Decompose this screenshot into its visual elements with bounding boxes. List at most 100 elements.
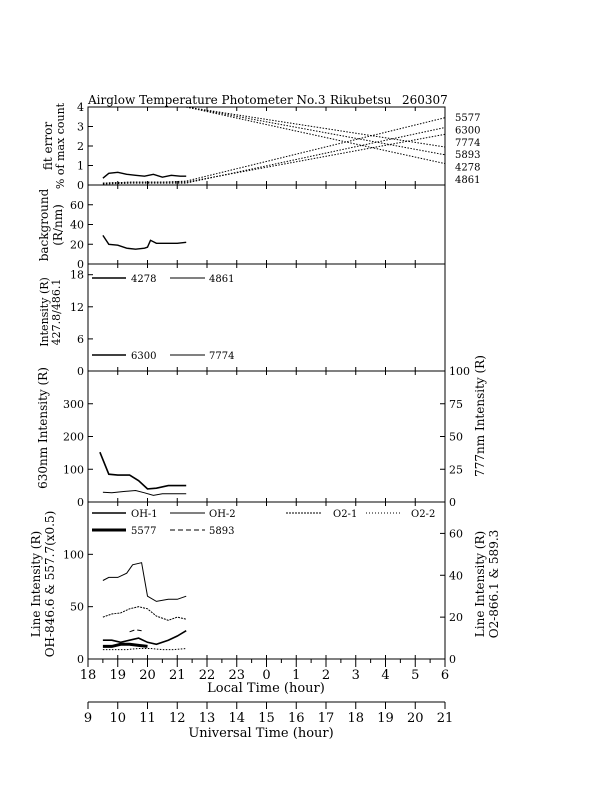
fit-error-right-label: 5893 <box>455 150 480 161</box>
fit-error-right-label: 6300 <box>455 125 480 136</box>
series-line-5577 <box>102 117 446 184</box>
series-line-4278 <box>186 106 446 156</box>
ut-tick-label: 18 <box>347 711 364 726</box>
chart-marks: 18 19 20 21 22 23 0 1 2 3 4 5 69 10 11 12 13 14 15 16 17 18 19… <box>63 101 480 726</box>
oi777-ylabel: 777nm Intensity (R) <box>473 355 487 477</box>
chart-station: Rikubetsu <box>330 93 392 107</box>
fit-error-right-label: 4278 <box>455 163 480 174</box>
y-tick-label: 0 <box>77 258 84 271</box>
local-time-tick-label: 22 <box>199 668 216 683</box>
legend-label-4278: 4278 <box>131 274 156 285</box>
y-tick-label: 0 <box>77 365 84 378</box>
ut-tick-label: 12 <box>169 711 186 726</box>
local-time-tick-label: 6 <box>441 668 449 683</box>
background-ylabel-1: background <box>37 188 51 261</box>
y-tick-label: 200 <box>63 431 84 444</box>
series-line-5577 <box>102 642 148 648</box>
series-line-5893 <box>129 629 142 633</box>
local-time-tick-label: 1 <box>292 668 300 683</box>
y-tick-label: 2 <box>77 140 84 153</box>
ut-tick-label: 10 <box>109 711 126 726</box>
local-time-tick-label: 21 <box>169 668 186 683</box>
local-time-tick-label: 18 <box>80 668 97 683</box>
y-tick-label: 3 <box>77 121 84 134</box>
y-tick-label-right: 40 <box>449 569 463 582</box>
series-line-4861 <box>186 106 446 165</box>
series-line-o2-1 <box>102 606 187 621</box>
y-tick-label-right: 25 <box>449 463 463 476</box>
y-tick-label: 0 <box>77 496 84 509</box>
legend-label-oh1: OH-1 <box>131 509 158 520</box>
chart-title: Airglow Temperature Photometer No.3 <box>87 93 326 107</box>
ut-tick-label: 15 <box>258 711 275 726</box>
ut-tick-label: 11 <box>139 711 156 726</box>
series-line-6300 <box>102 127 446 185</box>
ut-tick-label: 19 <box>377 711 394 726</box>
series-line-7774 <box>102 489 187 496</box>
legend-label-5577: 5577 <box>131 526 156 537</box>
ut-tick-label: 9 <box>84 711 92 726</box>
y-tick-label: 50 <box>70 601 84 614</box>
xlabel-universal-time: Universal Time (hour) <box>188 726 333 741</box>
local-time-tick-label: 0 <box>262 668 270 683</box>
y-tick-label: 1 <box>77 160 84 173</box>
y-tick-label: 300 <box>63 398 84 411</box>
local-time-tick-label: 5 <box>411 668 419 683</box>
y-tick-label: 100 <box>63 463 84 476</box>
legend-label-5893: 5893 <box>209 526 234 537</box>
line-intensity-ylabel-left-1: Line Intensity (R) <box>29 531 43 637</box>
series-line-6300 <box>99 451 187 490</box>
y-tick-label: 18 <box>70 269 84 282</box>
ratio-ylabel-2: 427.8/486.1 <box>50 279 63 346</box>
y-tick-label-right: 50 <box>449 431 463 444</box>
legend-label-4861: 4861 <box>209 274 234 285</box>
y-tick-label-right: 60 <box>449 527 463 540</box>
ut-tick-label: 17 <box>318 711 335 726</box>
legend-label-o21: O2-1 <box>333 509 357 520</box>
line-intensity-ylabel-right-2: O2-866.1 & 589.3 <box>487 530 501 639</box>
local-time-tick-label: 23 <box>228 668 245 683</box>
local-time-tick-label: 2 <box>322 668 330 683</box>
legend-label-6300: 6300 <box>131 351 156 362</box>
y-tick-label: 100 <box>63 548 84 561</box>
fit-error-ylabel-2: % of max count <box>54 102 67 189</box>
fit-error-right-label: 4861 <box>455 175 480 186</box>
fit-error-ylabel-1: fit error <box>41 122 55 170</box>
y-tick-label-right: 75 <box>449 398 463 411</box>
series-line-oh <box>102 171 187 179</box>
fit-error-right-label: 5577 <box>455 113 480 124</box>
local-time-tick-label: 19 <box>109 668 126 683</box>
line-intensity-ylabel-right-1: Line Intensity (R) <box>473 531 487 637</box>
legend-label-oh2: OH-2 <box>209 509 236 520</box>
xlabel-local-time: Local Time (hour) <box>207 681 325 696</box>
y-tick-label-right: 100 <box>449 365 470 378</box>
local-time-tick-label: 3 <box>352 668 360 683</box>
panel-background-frame <box>87 184 446 265</box>
y-tick-label-right: 0 <box>449 496 456 509</box>
local-time-tick-label: 4 <box>381 668 389 683</box>
ut-tick-label: 21 <box>437 711 454 726</box>
y-tick-label: 0 <box>77 653 84 666</box>
series-line-oh-2 <box>102 562 187 602</box>
y-tick-label: 40 <box>70 219 84 232</box>
legend-label-o22: O2-2 <box>411 509 435 520</box>
chart-date: 260307 <box>402 93 448 107</box>
ut-tick-label: 14 <box>228 711 245 726</box>
y-tick-label: 12 <box>70 301 84 314</box>
series-line-oh-1 <box>102 630 187 646</box>
ut-tick-label: 13 <box>199 711 216 726</box>
y-tick-label: 0 <box>77 179 84 192</box>
panel-fit-error-frame <box>87 106 446 186</box>
background-ylabel-2: (R/nm) <box>51 204 65 246</box>
series-line-o2-2 <box>102 648 187 651</box>
y-tick-label-right: 0 <box>449 653 456 666</box>
ratio-ylabel-1: Intensity (R) <box>38 277 51 347</box>
y-tick-label: 6 <box>77 333 84 346</box>
y-tick-label: 4 <box>77 101 84 114</box>
y-tick-label: 20 <box>70 238 84 251</box>
line-intensity-ylabel-left-2: OH-846.6 & 557.7(x0.5) <box>43 511 57 658</box>
legend-label-7774: 7774 <box>209 351 234 362</box>
local-time-tick-label: 20 <box>139 668 156 683</box>
fit-error-right-label: 7774 <box>455 138 480 149</box>
